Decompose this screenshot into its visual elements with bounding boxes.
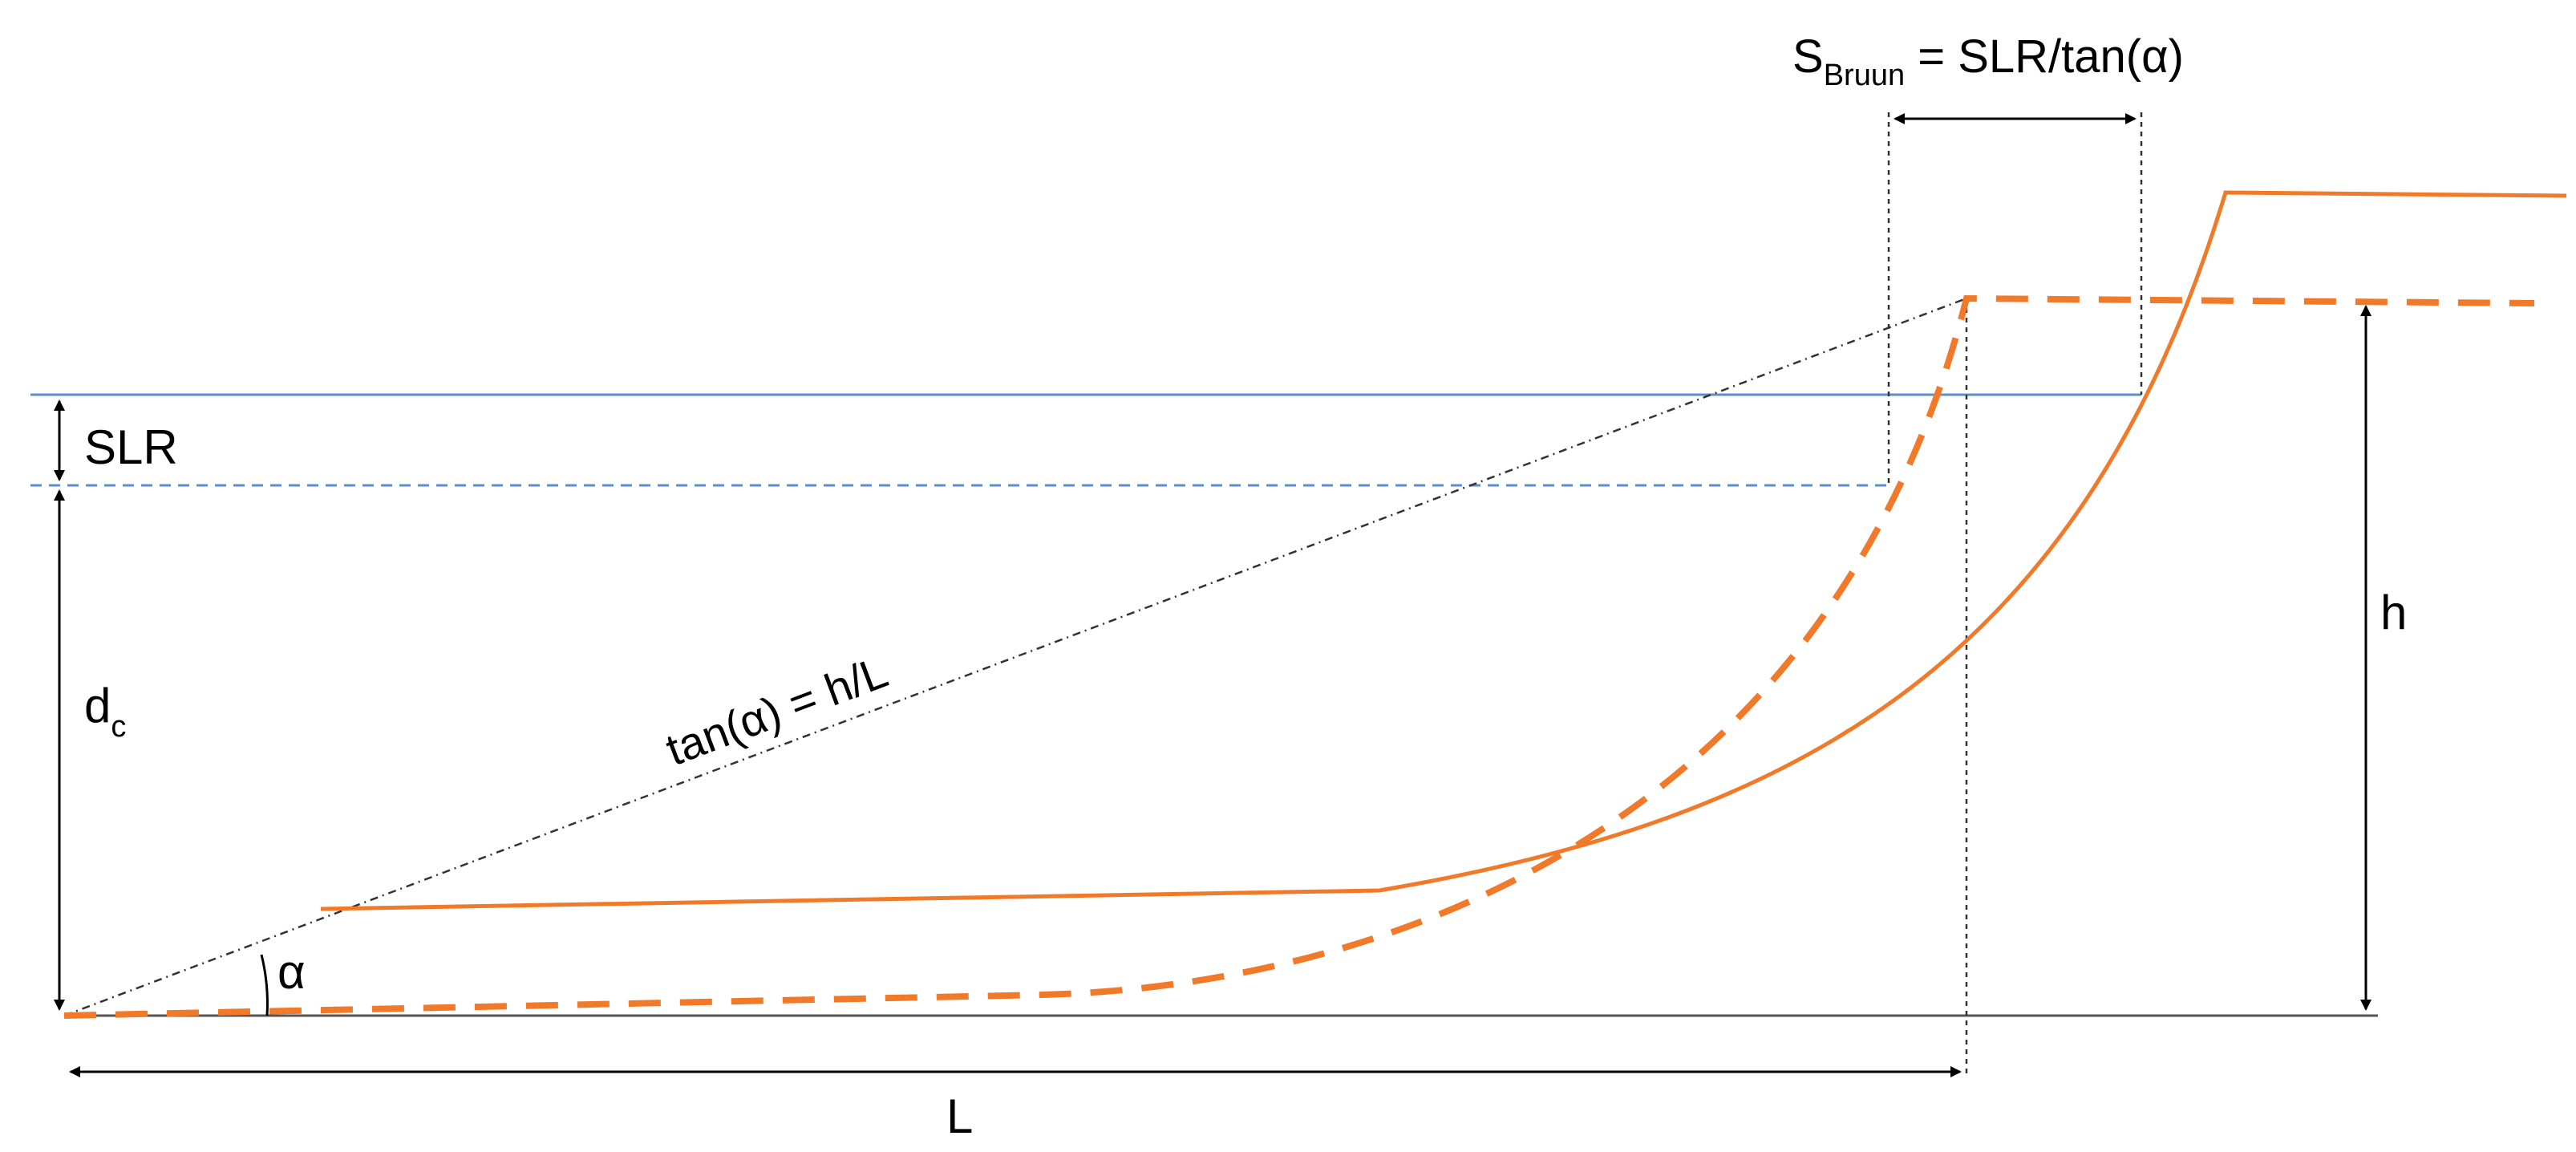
h-label: h	[2380, 586, 2407, 639]
alpha-label: α	[277, 945, 306, 999]
slope-guide-line	[63, 297, 1967, 1017]
tan-alpha-formula: tan(α) = h/L	[659, 646, 894, 775]
dc-label: dc	[84, 679, 126, 744]
s-bruun-label: SBruun = SLR/tan(α)	[1792, 30, 2184, 92]
alpha-arc	[260, 954, 269, 1016]
slr-label: SLR	[84, 420, 178, 474]
initial-profile-dashed	[63, 294, 2535, 1019]
shifted-profile-solid	[320, 190, 2567, 911]
l-label: L	[946, 1089, 973, 1143]
